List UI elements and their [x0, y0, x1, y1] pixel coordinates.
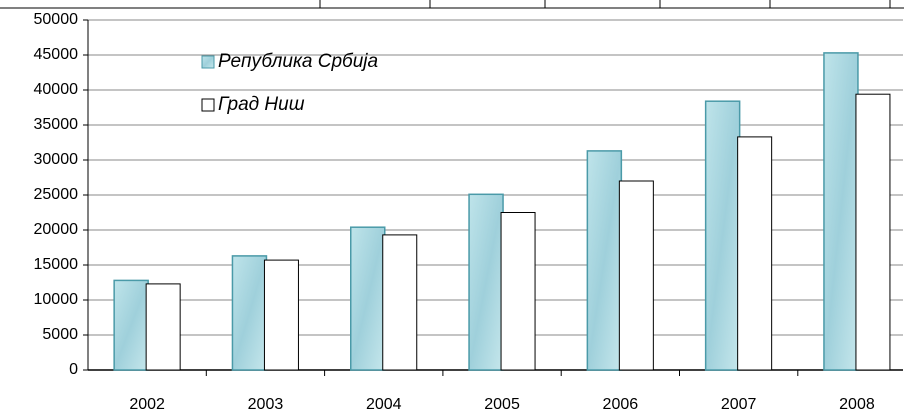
- legend-label: Град Ниш: [218, 94, 305, 115]
- y-tick-label: 45000: [34, 46, 79, 63]
- y-tick-label: 50000: [34, 11, 79, 28]
- x-tick-label: 2002: [129, 396, 165, 413]
- bar: [382, 234, 418, 371]
- x-tick-label: 2006: [603, 396, 639, 413]
- y-tick-label: 25000: [34, 186, 79, 203]
- x-tick-label: 2007: [721, 396, 757, 413]
- bar: [737, 136, 773, 371]
- legend-swatch: [201, 98, 215, 112]
- bar: [618, 180, 654, 371]
- bar: [586, 150, 623, 371]
- bar: [704, 100, 741, 371]
- y-tick-label: 20000: [34, 221, 79, 238]
- bar: [500, 212, 536, 371]
- bar: [145, 283, 181, 371]
- legend-label: Република Србија: [218, 51, 378, 72]
- y-tick-label: 15000: [34, 256, 79, 273]
- y-tick-label: 5000: [42, 326, 78, 343]
- top-table-border: [0, 0, 904, 9]
- bar: [263, 259, 299, 371]
- y-tick-label: 30000: [34, 151, 79, 168]
- bar: [113, 279, 149, 371]
- x-tick-label: 2004: [366, 396, 402, 413]
- bar: [231, 255, 268, 371]
- x-tick-label: 2003: [248, 396, 284, 413]
- bar: [468, 193, 504, 371]
- x-tick-label: 2008: [839, 396, 875, 413]
- x-tick-label: 2005: [484, 396, 520, 413]
- y-tick-label: 40000: [34, 81, 79, 98]
- y-tick-label: 0: [69, 361, 78, 378]
- bar: [350, 226, 386, 371]
- bar: [855, 93, 891, 371]
- legend-swatch: [201, 55, 215, 69]
- y-tick-label: 10000: [34, 291, 79, 308]
- y-tick-label: 35000: [34, 116, 79, 133]
- bar: [823, 52, 859, 371]
